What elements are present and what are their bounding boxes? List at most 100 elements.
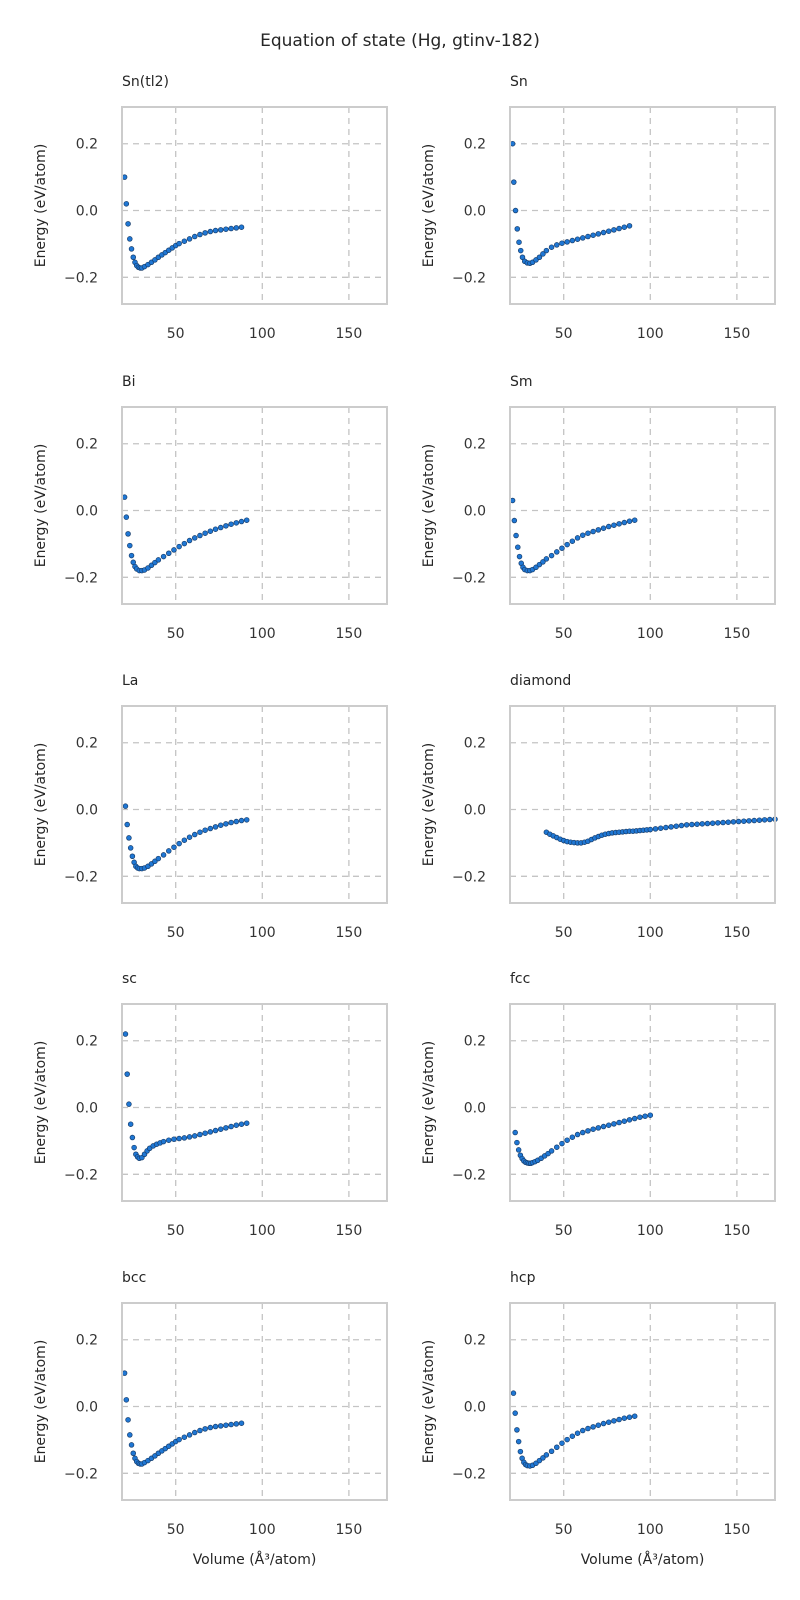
data-point: [223, 226, 229, 232]
y-tick-label: −0.2: [452, 270, 486, 286]
data-point: [160, 553, 167, 560]
data-point: [223, 523, 229, 529]
data-point: [176, 1135, 182, 1142]
data-point: [155, 855, 162, 862]
y-tick-label: −0.2: [452, 1167, 486, 1183]
data-point: [176, 240, 182, 247]
y-tick-label: 0.0: [464, 204, 486, 220]
panel-bcc: bcc 50 100 150 0.2 0.0 −0.2 Energy (eV/atom) Vol…: [33, 1270, 388, 1568]
data-point: [127, 1432, 133, 1438]
y-tick-label: 0.0: [76, 803, 98, 819]
data-point: [626, 223, 633, 229]
data-point: [123, 1397, 130, 1403]
data-point: [166, 1137, 172, 1143]
data-point: [715, 820, 721, 826]
data-point: [585, 530, 591, 536]
data-point: [128, 552, 135, 559]
data-point: [605, 523, 612, 530]
data-point: [564, 239, 570, 245]
y-tick-label: 0.2: [464, 437, 486, 453]
data-point: [516, 239, 522, 245]
data-point: [516, 553, 523, 560]
data-point: [128, 246, 135, 252]
plot-frame: [121, 1302, 388, 1501]
x-tick-label: 100: [249, 326, 276, 342]
data-point: [223, 1422, 229, 1428]
data-point: [228, 225, 234, 232]
data-point: [543, 1452, 550, 1458]
y-tick-label: 0.0: [464, 1101, 486, 1117]
data-point: [605, 1419, 612, 1425]
data-point: [699, 821, 706, 827]
data-point: [128, 1442, 135, 1448]
data-point: [600, 525, 607, 531]
data-point: [605, 1122, 612, 1128]
data-point: [600, 1420, 607, 1427]
x-tick-label: 150: [724, 326, 751, 342]
data-point: [186, 537, 193, 544]
data-point: [212, 227, 219, 234]
y-tick-label: 0.0: [76, 504, 98, 520]
data-point: [181, 540, 188, 547]
data-point: [657, 825, 664, 831]
x-tick-label: 100: [637, 1223, 664, 1239]
data-point: [574, 1131, 581, 1138]
y-axis-label: Energy (eV/atom): [421, 144, 437, 268]
data-point: [600, 1123, 607, 1130]
data-point: [621, 224, 628, 230]
data-point: [751, 817, 757, 824]
data-point: [122, 1031, 129, 1037]
data-point: [191, 1429, 198, 1436]
data-point: [191, 233, 198, 240]
data-point: [207, 1424, 214, 1431]
x-tick-label: 150: [336, 626, 363, 642]
data-point: [186, 834, 193, 840]
data-point: [186, 1134, 193, 1140]
data-point: [616, 1119, 622, 1126]
data-point: [228, 521, 234, 527]
data-point: [212, 1423, 219, 1430]
data-point: [559, 1440, 565, 1446]
data-point: [243, 817, 250, 823]
data-point: [171, 1136, 177, 1142]
data-point: [519, 254, 526, 261]
y-tick-label: −0.2: [64, 570, 98, 586]
data-point: [166, 848, 172, 854]
data-point: [202, 827, 208, 833]
data-point: [741, 818, 747, 824]
data-point: [176, 543, 182, 550]
panel-bi: Bi 50 100 150 0.2 0.0 −0.2 Energy (eV/atom): [33, 374, 388, 642]
data-point: [709, 820, 716, 826]
data-point: [559, 240, 565, 246]
data-point: [212, 526, 219, 532]
x-tick-label: 100: [249, 925, 276, 941]
data-point: [642, 1113, 648, 1119]
y-axis-label: Energy (eV/atom): [33, 444, 49, 568]
x-tick-label: 150: [336, 1522, 363, 1538]
data-point: [517, 247, 524, 254]
data-point: [238, 1420, 245, 1426]
data-point: [202, 230, 208, 236]
data-point: [735, 818, 742, 825]
x-tick-label: 100: [637, 1522, 664, 1538]
figure-title: Equation of state (Hg, gtinv-182): [260, 31, 540, 51]
data-point: [595, 1125, 602, 1131]
data-point: [543, 247, 550, 254]
data-point: [197, 1131, 203, 1138]
data-point: [652, 826, 659, 832]
data-point: [548, 1148, 555, 1154]
data-point: [637, 1114, 643, 1120]
data-point: [166, 550, 172, 556]
panel-title: Sm: [510, 374, 533, 390]
data-point: [616, 1416, 622, 1423]
y-axis-label: Energy (eV/atom): [33, 144, 49, 268]
data-point: [160, 1138, 167, 1145]
x-tick-label: 100: [249, 626, 276, 642]
data-point: [564, 541, 570, 548]
data-point: [233, 520, 240, 526]
panel-title: fcc: [510, 971, 530, 987]
panel-sn: Sn 50 100 150 0.2 0.0 −0.2 Energy (eV/atom): [421, 74, 776, 342]
plot-frame: [509, 1302, 776, 1501]
data-point: [181, 1135, 188, 1141]
